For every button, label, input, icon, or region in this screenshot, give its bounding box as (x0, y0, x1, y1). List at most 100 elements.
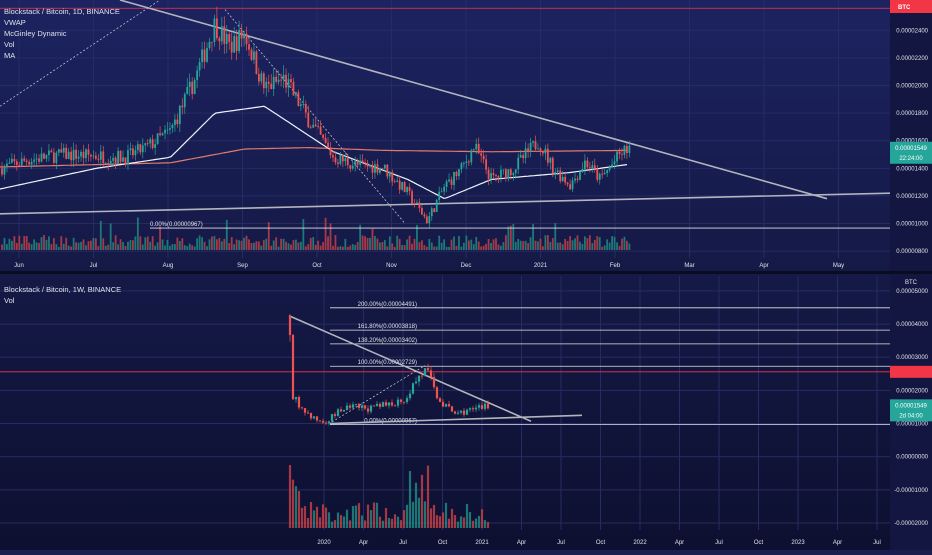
candle-body (421, 207, 423, 215)
price-badge[interactable] (890, 141, 932, 164)
bottom-price-tick-label: 0.00002000 (896, 388, 928, 394)
volume-bar (196, 238, 199, 250)
bottom-upper-trendline[interactable] (288, 315, 532, 422)
candle-body (302, 103, 305, 105)
top-candles (1, 6, 631, 228)
currency-badge[interactable]: BTC (898, 5, 911, 11)
volume-bar (514, 241, 517, 250)
volume-bar (356, 242, 359, 250)
volume-bar (443, 239, 446, 250)
bottom-price-badge[interactable] (890, 399, 932, 422)
time-tick-label: Dec (461, 263, 472, 269)
candle-body (379, 167, 381, 173)
bottom-indicator-vol[interactable]: Vol (4, 296, 15, 305)
indicator-mcginley[interactable]: McGinley Dynamic (4, 29, 67, 38)
candle-body (107, 162, 110, 164)
candle-body (104, 162, 107, 164)
volume-bar (28, 242, 31, 250)
candle-body (1, 168, 3, 175)
candle-body (527, 148, 530, 152)
weekly-candle-body (324, 422, 328, 424)
candle-body (169, 128, 171, 130)
candle-body (45, 155, 48, 159)
weekly-volume-bar (468, 512, 472, 528)
weekly-candle-body (345, 405, 349, 411)
time-tick-label: May (833, 263, 844, 269)
volume-bar (230, 237, 233, 250)
weekly-candle-body (315, 416, 319, 421)
volume-bar (450, 239, 453, 250)
bottom-lower-trendline[interactable] (329, 414, 583, 425)
volume-bar (462, 242, 465, 250)
weekly-candle-body (453, 411, 457, 414)
candle-body (183, 94, 186, 108)
candle-body (72, 149, 75, 161)
price-tick-label: 0.00002400 (896, 28, 928, 34)
candle-body (290, 79, 292, 82)
volume-bar (561, 244, 564, 250)
price-tick-label: 0.00001400 (896, 166, 928, 172)
volume-bar (85, 245, 87, 250)
bottom-time-axis[interactable]: 2020 Apr Jul Oct 2021 Apr Jul Oct 2022 Apr Jul Oct 2… (317, 540, 881, 546)
indicator-ma[interactable]: MA (4, 51, 16, 60)
volume-bar (364, 236, 366, 250)
upper-trendline[interactable] (119, 0, 828, 200)
candle-body (260, 73, 263, 82)
pane-divider[interactable] (0, 271, 932, 274)
candle-body (193, 80, 196, 94)
candle-body (257, 74, 260, 82)
bottom-volume-bars (288, 464, 490, 528)
weekly-volume-bar (408, 471, 412, 528)
volume-bar (337, 246, 339, 250)
candle-body (188, 81, 191, 88)
bottom-price-axis[interactable]: BTC 0.00005000 0.00004000 0.00003000 0.00002… (890, 274, 932, 550)
top-chart-title[interactable]: Blockstack / Bitcoin, 1D, BINANCE (4, 7, 120, 16)
candle-body (225, 34, 228, 44)
volume-bar (124, 245, 127, 250)
bottom-chart-title[interactable]: Blockstack / Bitcoin, 1W, BINANCE (4, 285, 122, 294)
volume-bar (40, 237, 43, 250)
price-tick-label: 0.00001600 (896, 139, 928, 145)
volume-bar (75, 242, 77, 250)
weekly-volume-bar (330, 521, 334, 528)
candle-body (6, 163, 8, 167)
indicator-vwap[interactable]: VWAP (4, 18, 26, 27)
candle-body (369, 164, 371, 167)
top-time-axis[interactable]: Jun Jul Aug Sep Oct Nov Dec 2021 Feb Mar Apr May (14, 263, 844, 269)
volume-bar (102, 238, 105, 250)
weekly-volume-bar (417, 497, 421, 528)
weekly-candle-body (486, 403, 490, 409)
countdown-label: 22:24:00 (899, 156, 923, 162)
candle-body (440, 191, 443, 193)
lower-trendline[interactable] (0, 192, 891, 215)
candle-body (470, 150, 473, 163)
indicator-vol[interactable]: Vol (4, 40, 15, 49)
bottom-time-tick-label: Apr (517, 540, 526, 546)
vwap-line[interactable] (0, 105, 628, 200)
weekly-candle-body (447, 404, 451, 407)
candle-body (43, 153, 45, 159)
volume-bar (381, 241, 384, 250)
volume-bar (80, 241, 82, 250)
weekly-volume-bar (366, 504, 370, 528)
volume-bar (542, 246, 544, 250)
top-price-axis[interactable]: 0.00002400 0.00002200 0.00002000 0.00001800… (890, 0, 932, 271)
candle-body (579, 171, 581, 180)
volume-bar (460, 246, 463, 250)
volume-bar (280, 238, 283, 250)
candle-body (430, 208, 433, 217)
weekly-candle-body (483, 403, 487, 409)
volume-bar (260, 245, 263, 250)
candle-body (354, 161, 357, 166)
volume-bar (359, 224, 362, 250)
volume-bar (374, 236, 376, 250)
weekly-candle-body (303, 408, 307, 413)
volume-bar (416, 224, 418, 250)
volume-bar (292, 240, 295, 250)
candle-body (297, 92, 300, 106)
volume-bar (50, 244, 53, 250)
candle-body (265, 81, 268, 89)
weekly-volume-bar (399, 520, 403, 528)
mcginley-line[interactable] (0, 146, 627, 168)
